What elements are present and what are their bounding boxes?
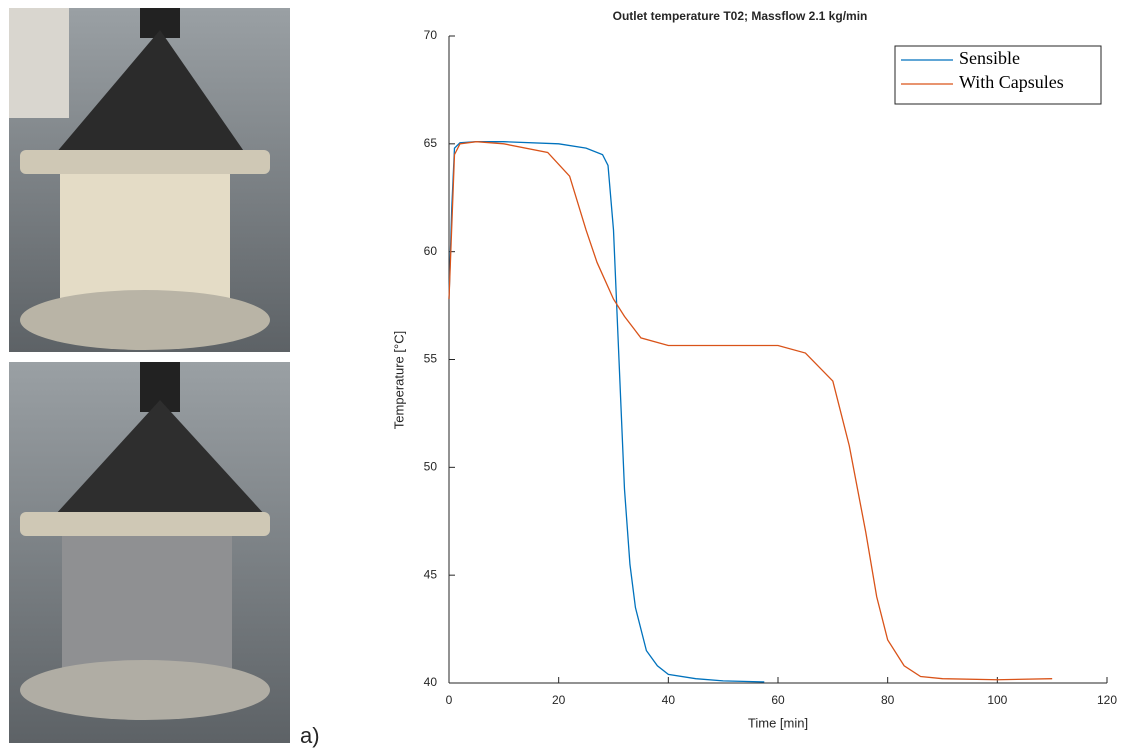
x-tick-label: 120	[1097, 693, 1117, 707]
y-tick-label: 60	[424, 244, 438, 258]
y-tick-label: 55	[424, 352, 438, 366]
y-tick-label: 50	[424, 460, 438, 474]
legend-label: With Capsules	[959, 72, 1064, 92]
y-tick-label: 40	[424, 675, 438, 689]
chart-title: Outlet temperature T02; Massflow 2.1 kg/…	[613, 9, 868, 23]
x-tick-label: 20	[552, 693, 566, 707]
y-tick-label: 45	[424, 567, 438, 581]
x-tick-label: 60	[771, 693, 785, 707]
x-tick-label: 100	[987, 693, 1007, 707]
legend-box	[894, 45, 1102, 105]
y-tick-label: 65	[424, 136, 438, 150]
y-axis-label: Temperature [°C]	[391, 331, 406, 429]
legend-label: Sensible	[959, 48, 1020, 68]
series-line	[448, 141, 1053, 681]
y-tick-label: 70	[424, 28, 438, 42]
photo-bottom	[9, 362, 290, 743]
series-line	[448, 141, 765, 683]
x-tick-label: 80	[881, 693, 895, 707]
x-tick-label: 0	[446, 693, 453, 707]
x-axis-label: Time [min]	[748, 715, 808, 730]
x-tick-label: 40	[662, 693, 676, 707]
figure-label: a)	[300, 723, 320, 748]
photo-top	[9, 8, 290, 352]
